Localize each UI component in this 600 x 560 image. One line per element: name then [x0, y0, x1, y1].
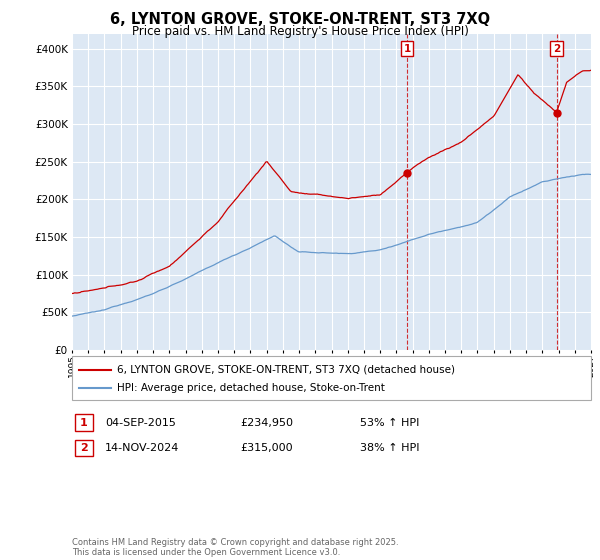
Text: 14-NOV-2024: 14-NOV-2024 — [105, 443, 179, 453]
Text: £234,950: £234,950 — [240, 418, 293, 428]
Text: 2: 2 — [553, 44, 560, 54]
Text: 2: 2 — [80, 443, 88, 453]
Text: 53% ↑ HPI: 53% ↑ HPI — [360, 418, 419, 428]
Text: 38% ↑ HPI: 38% ↑ HPI — [360, 443, 419, 453]
Text: 6, LYNTON GROVE, STOKE-ON-TRENT, ST3 7XQ: 6, LYNTON GROVE, STOKE-ON-TRENT, ST3 7XQ — [110, 12, 490, 27]
Text: 04-SEP-2015: 04-SEP-2015 — [105, 418, 176, 428]
Text: £315,000: £315,000 — [240, 443, 293, 453]
Text: 1: 1 — [80, 418, 88, 428]
Text: 1: 1 — [404, 44, 411, 54]
Text: Contains HM Land Registry data © Crown copyright and database right 2025.
This d: Contains HM Land Registry data © Crown c… — [72, 538, 398, 557]
Text: Price paid vs. HM Land Registry's House Price Index (HPI): Price paid vs. HM Land Registry's House … — [131, 25, 469, 38]
Text: 6, LYNTON GROVE, STOKE-ON-TRENT, ST3 7XQ (detached house): 6, LYNTON GROVE, STOKE-ON-TRENT, ST3 7XQ… — [117, 365, 455, 375]
Text: HPI: Average price, detached house, Stoke-on-Trent: HPI: Average price, detached house, Stok… — [117, 383, 385, 393]
